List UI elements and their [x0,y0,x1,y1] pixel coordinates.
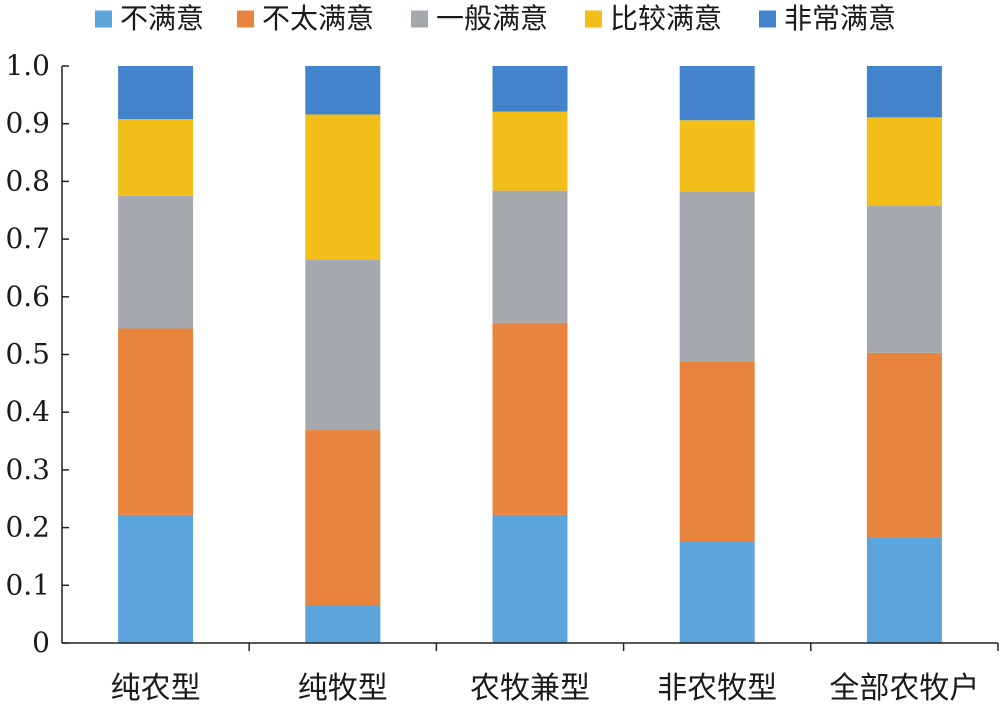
bar-segment-0-4 [118,66,194,120]
bar-segment-0-0 [118,514,194,643]
bar-segment-1-3 [305,114,381,260]
axes-group: 0 0.1 0.2 0.3 0.4 0.5 0.6 0.7 0.8 0.9 1.0 纯农型 纯牧型 农牧兼… [5,49,999,706]
bar-segment-2-3 [492,111,568,191]
bar-segment-3-3 [679,120,755,192]
bar-segment-3-1 [679,362,755,543]
bar-segment-4-0 [866,537,942,643]
y-tick-label: 0.2 [5,511,50,544]
bar-segment-4-4 [866,66,942,118]
y-tick-label: 0.1 [5,568,50,601]
y-tick-label: 0.6 [5,280,50,313]
bars-group [118,66,942,643]
bar-segment-4-3 [866,117,942,206]
x-tick-label: 全部农牧户 [829,671,979,706]
bar-segment-1-2 [305,259,381,431]
bar-segment-1-0 [305,605,381,643]
legend-swatch-0 [95,10,112,28]
x-tick-label: 纯牧型 [298,671,388,706]
y-tick-label: 0.3 [5,453,50,486]
legend-label-1: 不太满意 [262,2,374,35]
bar-segment-2-4 [492,66,568,112]
legend-swatch-2 [411,10,428,28]
legend-label-4: 非常满意 [784,2,896,35]
bar-segment-0-2 [118,195,194,329]
bar-segment-0-1 [118,328,194,515]
legend-swatch-4 [759,10,776,28]
legend-swatch-3 [585,10,602,28]
bar-segment-3-4 [679,66,755,121]
y-tick-label: 0.4 [5,395,50,428]
y-tick-label: 0.8 [5,164,50,197]
y-tick-label: 0.7 [5,222,50,255]
bar-segment-2-0 [492,514,568,643]
bar-segment-2-1 [492,322,568,515]
legend-label-0: 不满意 [120,2,204,35]
bar-segment-3-0 [679,542,755,643]
x-tick-label: 农牧兼型 [470,671,590,706]
bar-segment-2-2 [492,190,568,323]
y-tick-label: 0 [32,626,50,659]
y-tick-label: 0.5 [5,338,50,371]
x-tick-label: 纯农型 [111,671,201,706]
legend-swatch-1 [237,10,254,28]
bar-segment-3-2 [679,191,755,362]
bar-segment-1-1 [305,430,381,606]
bar-segment-1-4 [305,66,381,115]
y-tick-label: 0.9 [5,107,50,140]
legend-label-3: 比较满意 [610,2,722,35]
bar-segment-0-3 [118,119,194,196]
bar-segment-4-2 [866,205,942,353]
bar-segment-4-1 [866,352,942,538]
legend: 不满意 不太满意 一般满意 比较满意 非常满意 [95,2,896,35]
legend-label-2: 一般满意 [436,2,548,35]
y-tick-label: 1.0 [5,49,50,82]
x-tick-label: 非农牧型 [657,671,777,706]
